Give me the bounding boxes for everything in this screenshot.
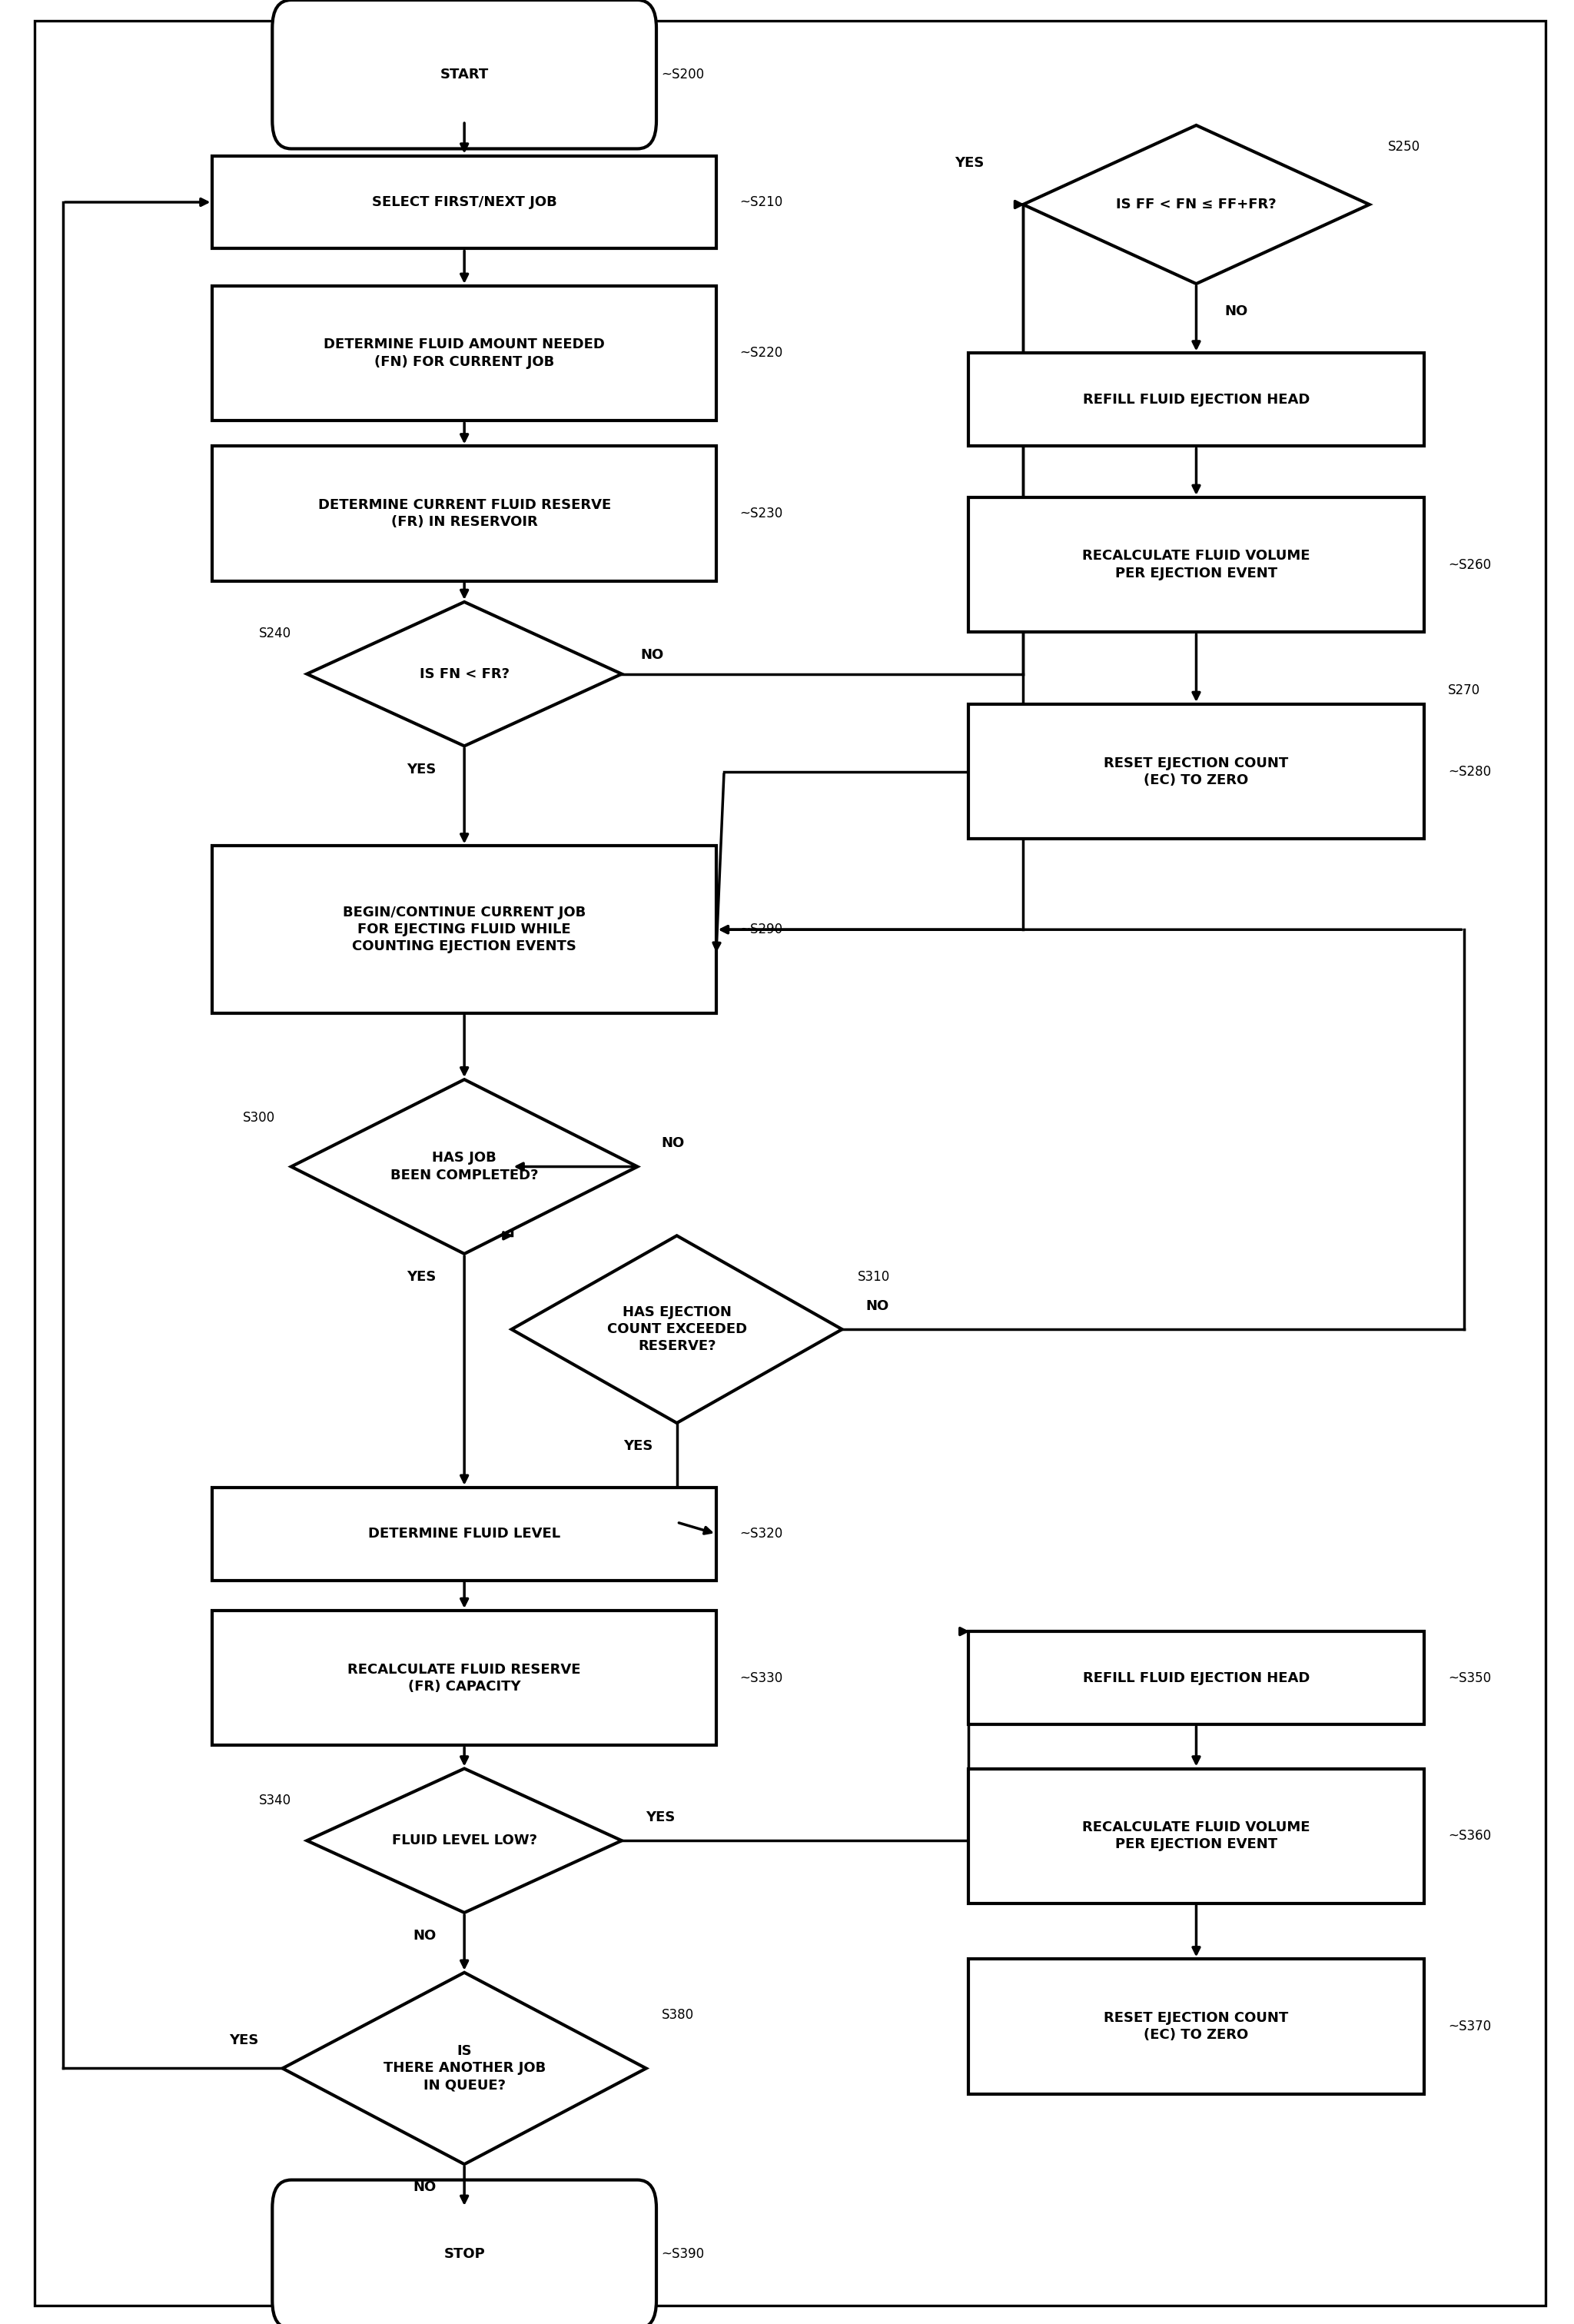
Text: DETERMINE FLUID LEVEL: DETERMINE FLUID LEVEL [368, 1527, 560, 1541]
Polygon shape [307, 1769, 622, 1913]
Bar [212, 156, 716, 249]
Text: S240: S240 [258, 627, 291, 641]
Text: RECALCULATE FLUID VOLUME
PER EJECTION EVENT: RECALCULATE FLUID VOLUME PER EJECTION EV… [1083, 548, 1310, 581]
Text: DETERMINE FLUID AMOUNT NEEDED
(FN) FOR CURRENT JOB: DETERMINE FLUID AMOUNT NEEDED (FN) FOR C… [324, 337, 604, 370]
FancyBboxPatch shape [272, 0, 656, 149]
FancyBboxPatch shape [272, 2180, 656, 2324]
Text: S380: S380 [661, 2008, 694, 2022]
Text: NO: NO [1225, 304, 1248, 318]
Text: ~S330: ~S330 [740, 1671, 782, 1685]
Text: NO: NO [661, 1136, 685, 1150]
Bar [968, 353, 1424, 446]
Text: ~S210: ~S210 [740, 195, 782, 209]
Text: HAS EJECTION
COUNT EXCEEDED
RESERVE?: HAS EJECTION COUNT EXCEEDED RESERVE? [608, 1306, 746, 1353]
Text: S300: S300 [242, 1111, 275, 1125]
Text: RESET EJECTION COUNT
(EC) TO ZERO: RESET EJECTION COUNT (EC) TO ZERO [1103, 755, 1289, 788]
Polygon shape [307, 602, 622, 746]
Text: YES: YES [954, 156, 984, 170]
Bar [968, 1959, 1424, 2094]
Text: ~S350: ~S350 [1448, 1671, 1491, 1685]
Text: ~S200: ~S200 [661, 67, 704, 81]
Polygon shape [512, 1236, 842, 1422]
Text: RECALCULATE FLUID RESERVE
(FR) CAPACITY: RECALCULATE FLUID RESERVE (FR) CAPACITY [348, 1662, 581, 1694]
Bar [968, 1769, 1424, 1903]
Bar [212, 846, 716, 1013]
Bar [968, 704, 1424, 839]
Text: STOP: STOP [444, 2247, 485, 2261]
Text: HAS JOB
BEEN COMPLETED?: HAS JOB BEEN COMPLETED? [390, 1150, 538, 1183]
Text: ~S370: ~S370 [1448, 2020, 1491, 2034]
Text: REFILL FLUID EJECTION HEAD: REFILL FLUID EJECTION HEAD [1083, 393, 1310, 407]
Polygon shape [283, 1973, 645, 2164]
Text: NO: NO [412, 2180, 436, 2194]
Text: DETERMINE CURRENT FLUID RESERVE
(FR) IN RESERVOIR: DETERMINE CURRENT FLUID RESERVE (FR) IN … [318, 497, 611, 530]
Text: NO: NO [641, 648, 664, 662]
Text: S270: S270 [1448, 683, 1481, 697]
Text: ~S320: ~S320 [740, 1527, 782, 1541]
Text: IS
THERE ANOTHER JOB
IN QUEUE?: IS THERE ANOTHER JOB IN QUEUE? [382, 2045, 546, 2092]
Text: YES: YES [623, 1439, 653, 1452]
Text: FLUID LEVEL LOW?: FLUID LEVEL LOW? [392, 1834, 537, 1848]
Text: NO: NO [412, 1929, 436, 1943]
Text: RECALCULATE FLUID VOLUME
PER EJECTION EVENT: RECALCULATE FLUID VOLUME PER EJECTION EV… [1083, 1820, 1310, 1852]
Text: RESET EJECTION COUNT
(EC) TO ZERO: RESET EJECTION COUNT (EC) TO ZERO [1103, 2010, 1289, 2043]
Bar [968, 497, 1424, 632]
Polygon shape [291, 1078, 637, 1255]
Text: IS FN < FR?: IS FN < FR? [419, 667, 510, 681]
Text: ~S280: ~S280 [1448, 765, 1491, 779]
Bar [968, 1631, 1424, 1724]
Bar [212, 446, 716, 581]
Bar [212, 286, 716, 421]
Text: NO: NO [866, 1299, 889, 1313]
Text: S310: S310 [858, 1269, 891, 1283]
Text: REFILL FLUID EJECTION HEAD: REFILL FLUID EJECTION HEAD [1083, 1671, 1310, 1685]
Text: S340: S340 [258, 1794, 291, 1808]
Text: ~S260: ~S260 [1448, 558, 1491, 572]
Text: S250: S250 [1388, 139, 1421, 153]
Text: BEGIN/CONTINUE CURRENT JOB
FOR EJECTING FLUID WHILE
COUNTING EJECTION EVENTS: BEGIN/CONTINUE CURRENT JOB FOR EJECTING … [343, 906, 586, 953]
Text: ~S360: ~S360 [1448, 1829, 1491, 1843]
Text: START: START [441, 67, 488, 81]
Text: YES: YES [406, 1271, 436, 1283]
Text: ~S220: ~S220 [740, 346, 782, 360]
Text: ~S230: ~S230 [740, 507, 782, 521]
Text: IS FF < FN ≤ FF+FR?: IS FF < FN ≤ FF+FR? [1116, 198, 1277, 211]
Polygon shape [1023, 125, 1369, 284]
Text: SELECT FIRST/NEXT JOB: SELECT FIRST/NEXT JOB [371, 195, 557, 209]
Text: YES: YES [406, 762, 436, 776]
Text: ~S290: ~S290 [740, 923, 782, 937]
Text: YES: YES [645, 1810, 675, 1824]
Bar [212, 1611, 716, 1745]
Bar [212, 1487, 716, 1580]
Text: YES: YES [230, 2034, 258, 2047]
Text: ~S390: ~S390 [661, 2247, 704, 2261]
